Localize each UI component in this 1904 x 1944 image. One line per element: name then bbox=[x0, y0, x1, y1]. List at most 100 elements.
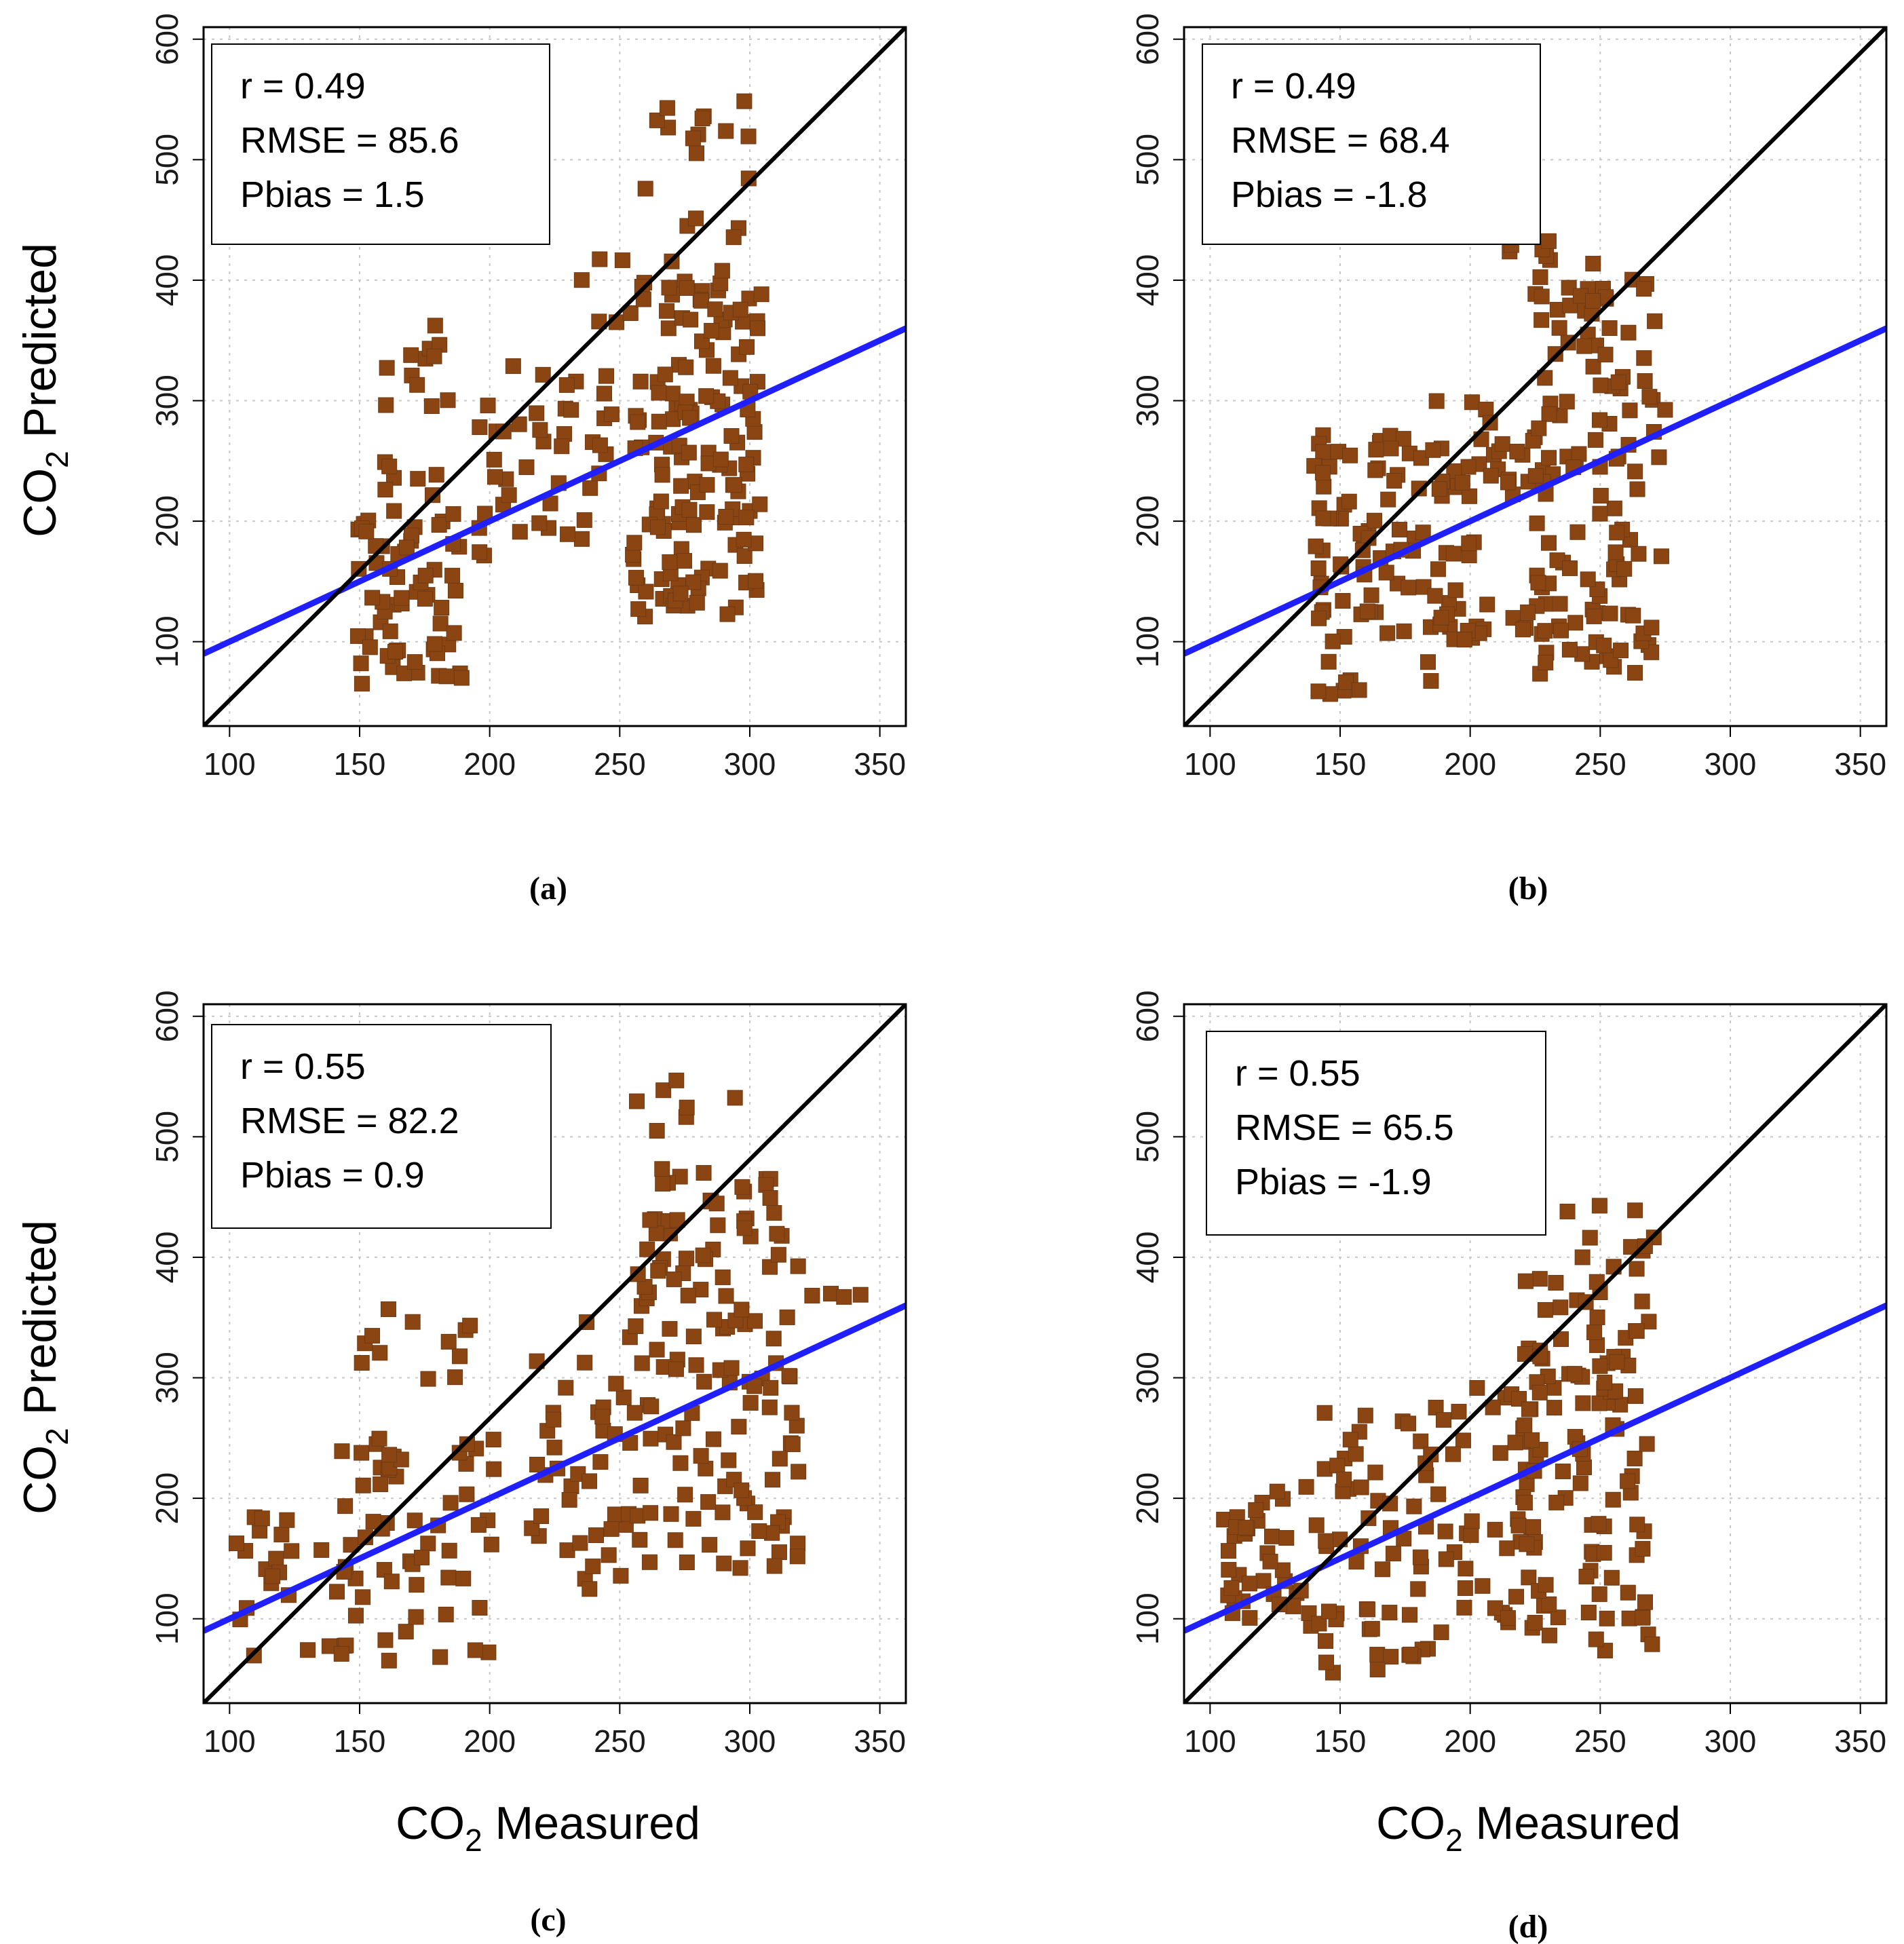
data-point bbox=[1248, 1502, 1264, 1518]
data-point bbox=[408, 1577, 425, 1593]
data-point bbox=[1537, 370, 1553, 386]
one-to-one-line bbox=[1184, 1004, 1886, 1703]
data-point bbox=[381, 1652, 397, 1669]
data-point bbox=[666, 1434, 682, 1450]
data-point bbox=[417, 567, 434, 584]
data-point bbox=[712, 563, 728, 579]
data-point bbox=[683, 311, 699, 328]
x-axis-title: CO2 Measured bbox=[1376, 1797, 1681, 1858]
data-point bbox=[632, 1477, 649, 1493]
data-point bbox=[734, 1179, 750, 1195]
data-point bbox=[1395, 431, 1411, 447]
data-point bbox=[738, 457, 755, 473]
data-point bbox=[723, 1360, 740, 1376]
data-point bbox=[1364, 1620, 1380, 1637]
data-point bbox=[740, 128, 757, 145]
data-point bbox=[672, 586, 689, 602]
y-tick-label: 600 bbox=[1130, 990, 1165, 1042]
data-point bbox=[1527, 1614, 1543, 1631]
data-point bbox=[485, 1432, 501, 1448]
data-point bbox=[1396, 623, 1412, 639]
one-to-one-line bbox=[204, 27, 906, 726]
data-point bbox=[452, 1348, 468, 1365]
data-point bbox=[585, 1558, 601, 1574]
data-point bbox=[1534, 312, 1550, 328]
data-point bbox=[408, 1609, 424, 1625]
data-point bbox=[1342, 1432, 1358, 1448]
data-point bbox=[1586, 1324, 1603, 1341]
stats-line: r = 0.49 bbox=[240, 66, 366, 107]
data-point bbox=[1425, 442, 1441, 458]
data-point bbox=[630, 414, 646, 430]
data-point bbox=[771, 1544, 787, 1561]
data-point bbox=[1585, 256, 1601, 272]
data-point bbox=[1622, 402, 1638, 419]
data-point bbox=[1609, 1354, 1625, 1370]
data-point bbox=[1412, 1549, 1428, 1565]
data-point bbox=[1464, 394, 1480, 411]
data-point bbox=[765, 1331, 782, 1347]
data-point bbox=[823, 1286, 839, 1302]
data-point bbox=[1318, 1654, 1335, 1671]
data-point bbox=[660, 320, 677, 337]
data-point bbox=[804, 1287, 820, 1303]
data-point bbox=[365, 1514, 381, 1530]
data-point bbox=[1385, 1546, 1401, 1562]
data-point bbox=[661, 280, 677, 296]
data-point bbox=[409, 377, 425, 393]
data-point bbox=[410, 471, 426, 487]
data-point bbox=[440, 1569, 457, 1586]
data-point bbox=[736, 1220, 753, 1236]
data-point bbox=[675, 1420, 691, 1436]
data-point bbox=[676, 553, 692, 569]
data-point bbox=[228, 1536, 244, 1552]
data-point bbox=[1479, 596, 1496, 613]
data-point bbox=[558, 1379, 574, 1396]
x-tick-label: 300 bbox=[724, 746, 776, 782]
data-point bbox=[1605, 1491, 1621, 1508]
data-point bbox=[654, 467, 670, 483]
data-point bbox=[1308, 1517, 1325, 1533]
data-point bbox=[386, 503, 402, 519]
data-point bbox=[763, 1379, 779, 1396]
panel-b: 100 150 200 250 300 350 100 200 300 400 500 600 r = … bbox=[1130, 13, 1888, 907]
reference-lines bbox=[1184, 27, 1886, 726]
data-point bbox=[560, 526, 576, 542]
data-point bbox=[649, 112, 665, 128]
data-point bbox=[1262, 1553, 1278, 1569]
data-point bbox=[753, 286, 769, 303]
data-point bbox=[354, 1355, 370, 1371]
data-point bbox=[1401, 579, 1417, 596]
data-point bbox=[1625, 607, 1641, 624]
data-point bbox=[643, 1505, 659, 1521]
y-tick-label: 600 bbox=[149, 990, 185, 1042]
data-point bbox=[1616, 560, 1633, 577]
data-point bbox=[1532, 269, 1548, 285]
data-point bbox=[719, 606, 736, 622]
data-point bbox=[761, 1399, 778, 1415]
data-point bbox=[573, 531, 590, 547]
y-tick-label: 100 bbox=[1130, 615, 1165, 668]
data-point bbox=[582, 480, 598, 496]
data-point bbox=[740, 1540, 756, 1557]
data-point bbox=[535, 366, 551, 383]
y-tick-label: 500 bbox=[149, 1111, 185, 1163]
y-tick-label: 500 bbox=[1130, 134, 1165, 186]
data-point bbox=[695, 1247, 711, 1263]
data-point bbox=[1367, 462, 1384, 478]
x-tick-label: 150 bbox=[334, 1723, 386, 1759]
data-point bbox=[747, 1504, 763, 1521]
data-point bbox=[1386, 473, 1403, 489]
data-point bbox=[349, 628, 366, 644]
data-point bbox=[1599, 1610, 1615, 1626]
data-point bbox=[1634, 1293, 1650, 1310]
data-point bbox=[1548, 1494, 1565, 1510]
data-point bbox=[1455, 1432, 1471, 1449]
data-point bbox=[1382, 1605, 1398, 1621]
data-point bbox=[1631, 546, 1647, 562]
data-point bbox=[1430, 1486, 1447, 1502]
data-point bbox=[1403, 1646, 1419, 1662]
data-point bbox=[693, 292, 710, 309]
data-point bbox=[1469, 1379, 1485, 1396]
data-point bbox=[1445, 546, 1462, 562]
